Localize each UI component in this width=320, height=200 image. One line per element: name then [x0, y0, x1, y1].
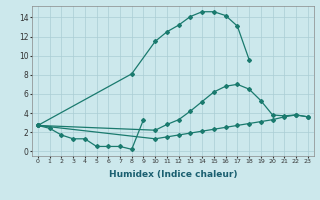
- X-axis label: Humidex (Indice chaleur): Humidex (Indice chaleur): [108, 170, 237, 179]
